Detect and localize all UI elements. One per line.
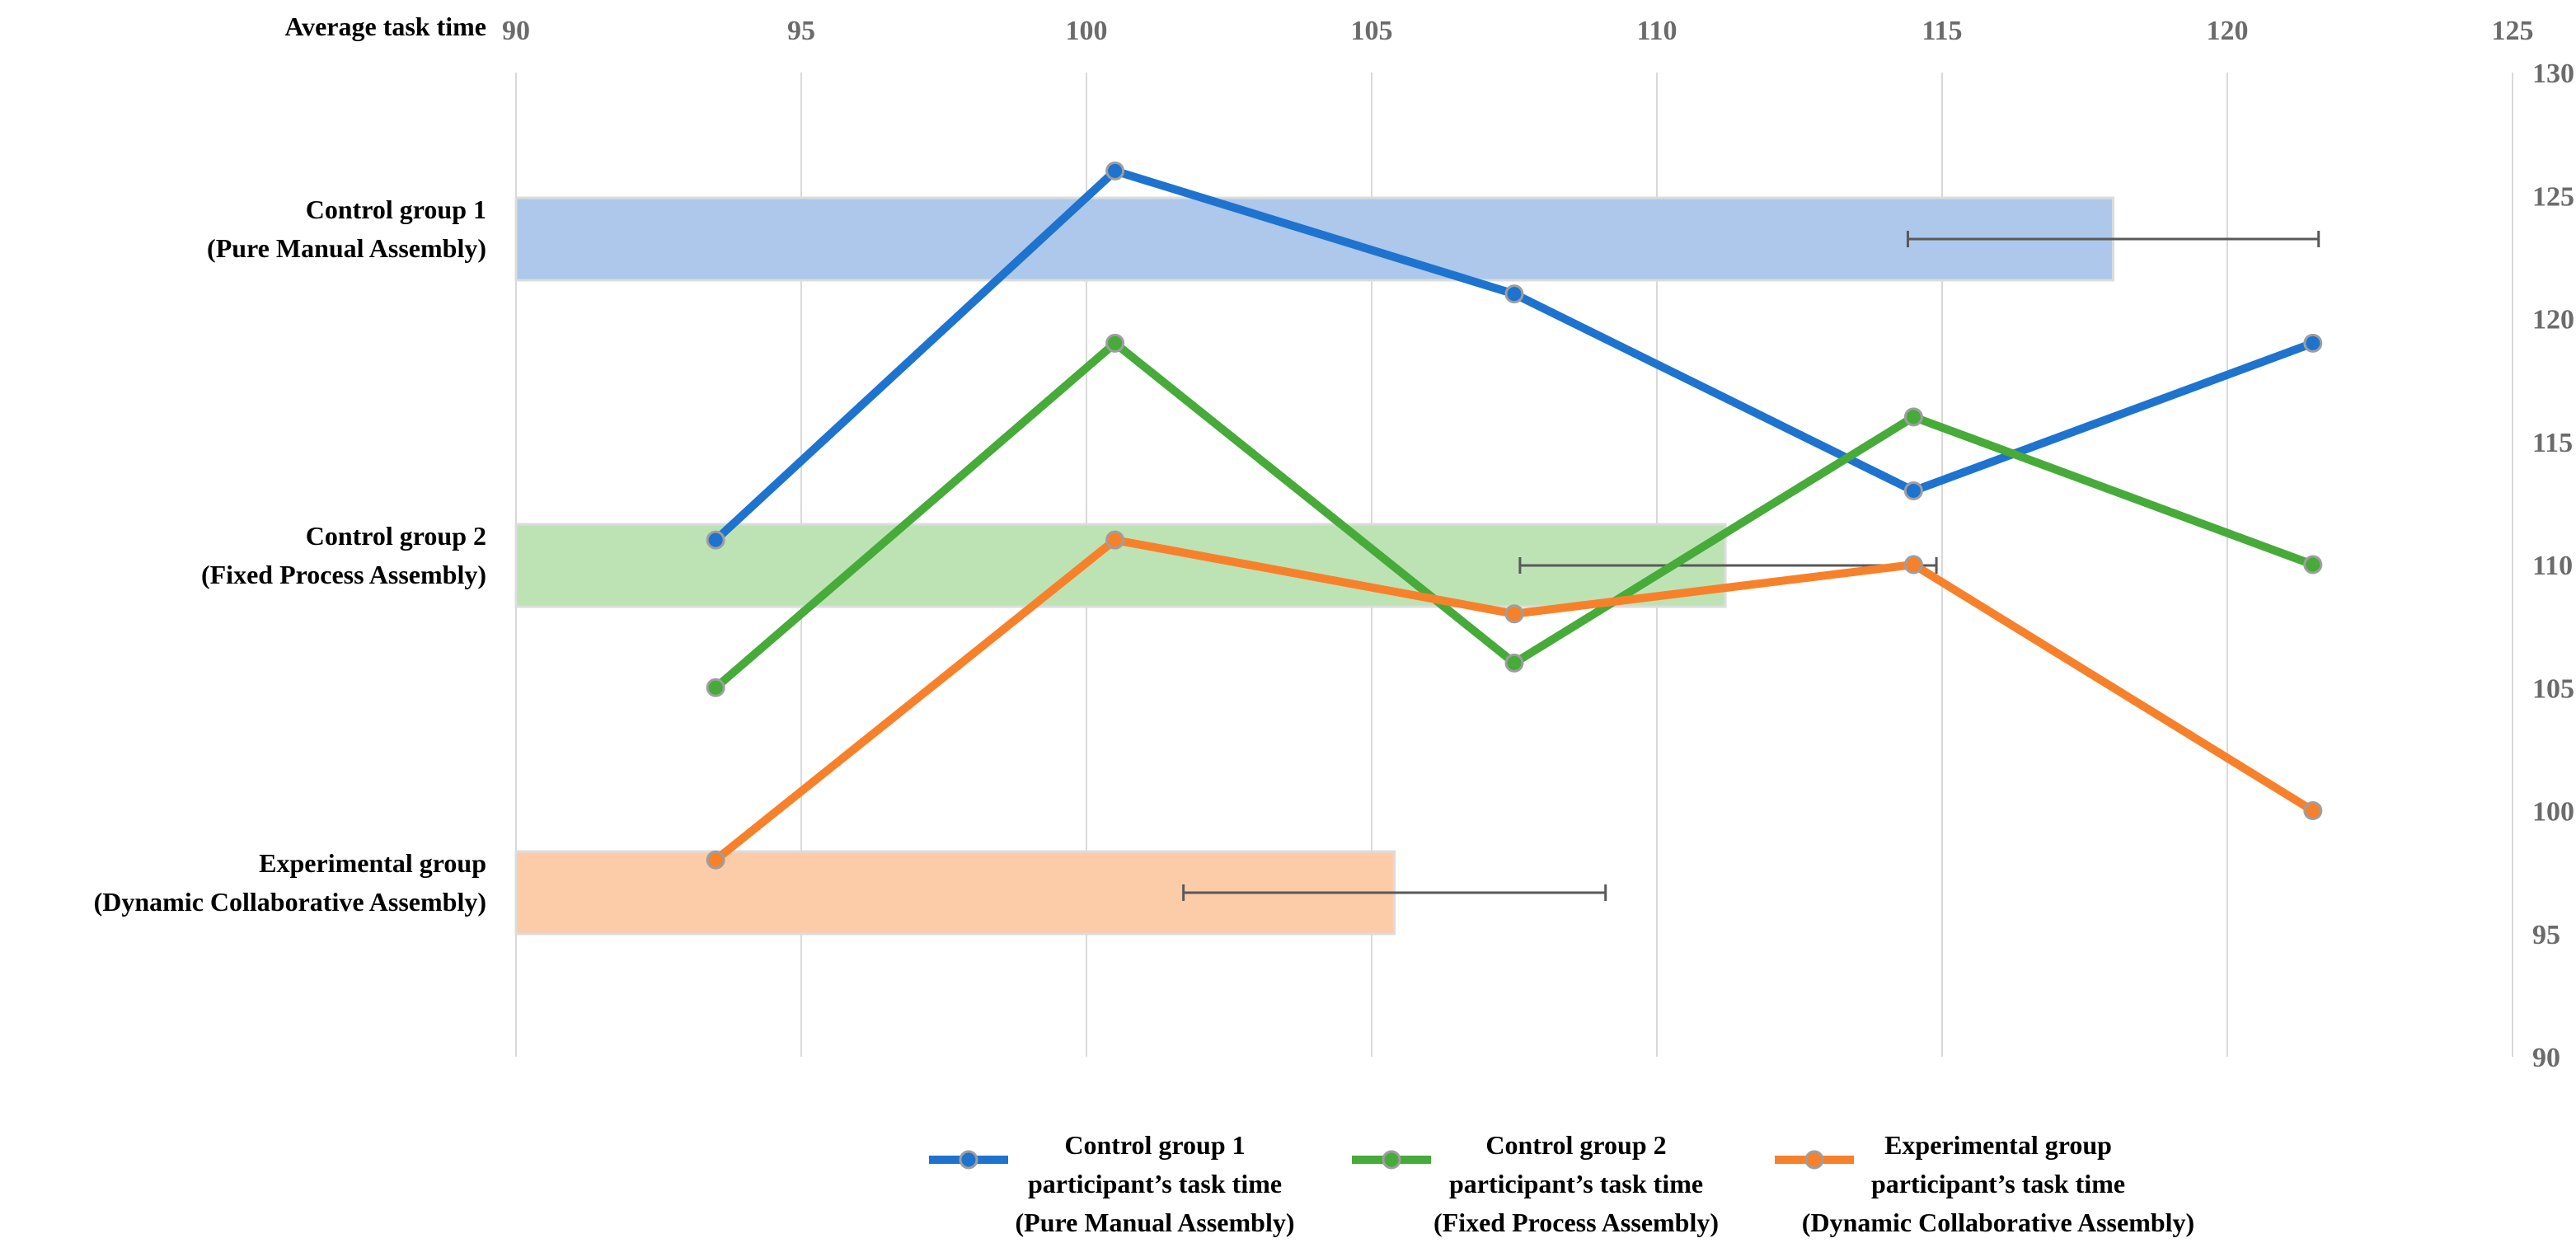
legend: Control group 1 participant’s task time (P… xyxy=(929,1130,2194,1237)
legend-swatch-marker xyxy=(959,1150,978,1170)
bar xyxy=(514,196,2115,282)
top-axis-title: Average task time xyxy=(284,12,486,41)
top-tick-label: 115 xyxy=(1921,16,1962,46)
data-point xyxy=(706,678,725,697)
category-label: Control group 2 xyxy=(306,521,486,551)
right-tick-label: 120 xyxy=(2532,305,2574,335)
right-tick-label: 95 xyxy=(2532,920,2560,950)
top-tick-label: 95 xyxy=(787,16,815,46)
right-tick-label: 115 xyxy=(2532,428,2573,458)
legend-label: participant’s task time xyxy=(1449,1169,1703,1198)
data-point xyxy=(706,850,725,870)
category-label: (Pure Manual Assembly) xyxy=(207,233,486,263)
right-tick-label: 130 xyxy=(2532,59,2574,89)
data-point xyxy=(1105,530,1125,550)
top-tick-label: 105 xyxy=(1351,16,1393,46)
category-label: Experimental group xyxy=(259,848,486,878)
data-point xyxy=(1903,481,1923,500)
legend-label: Control group 1 xyxy=(1064,1130,1245,1160)
legend-label: (Fixed Process Assembly) xyxy=(1433,1208,1719,1237)
data-point xyxy=(706,530,725,550)
data-point xyxy=(1105,161,1125,181)
top-tick-label: 110 xyxy=(1636,16,1677,46)
legend-label: participant’s task time xyxy=(1871,1169,2125,1198)
legend-label: Control group 2 xyxy=(1485,1130,1666,1160)
category-label: (Dynamic Collaborative Assembly) xyxy=(94,887,486,917)
right-tick-label: 125 xyxy=(2532,181,2574,212)
legend-label: (Pure Manual Assembly) xyxy=(1016,1208,1295,1237)
top-tick-label: 90 xyxy=(502,16,530,46)
legend-swatch-marker xyxy=(1804,1150,1824,1170)
data-point xyxy=(1504,653,1524,673)
right-tick-label: 110 xyxy=(2532,551,2573,581)
category-labels: Control group 1 (Pure Manual Assembly) Con… xyxy=(94,195,486,917)
legend-swatch-marker xyxy=(1382,1150,1401,1170)
right-tick-label: 90 xyxy=(2532,1043,2560,1073)
right-tick-label: 105 xyxy=(2532,673,2574,704)
data-point xyxy=(1903,555,1923,575)
legend-label: Experimental group xyxy=(1884,1130,2112,1160)
top-tick-label: 100 xyxy=(1066,16,1108,46)
category-label: Control group 1 xyxy=(306,195,486,224)
right-axis-ticks: 90 95 100 105 110 115 120 125 130 xyxy=(2532,59,2574,1073)
right-tick-label: 100 xyxy=(2532,797,2574,828)
category-label: (Fixed Process Assembly) xyxy=(201,560,486,589)
series-line xyxy=(712,339,2315,692)
data-point xyxy=(1105,333,1125,353)
data-point xyxy=(1903,407,1923,427)
legend-label: participant’s task time xyxy=(1028,1169,1282,1198)
top-tick-label: 120 xyxy=(2207,16,2249,46)
data-point xyxy=(2303,801,2323,820)
data-point xyxy=(1504,284,1524,304)
data-point xyxy=(2303,555,2323,575)
data-point xyxy=(2303,333,2323,353)
data-point xyxy=(1504,604,1524,624)
legend-label: (Dynamic Collaborative Assembly) xyxy=(1802,1208,2194,1237)
top-tick-label: 125 xyxy=(2492,16,2534,46)
error-bars-layer xyxy=(1182,231,2320,901)
top-axis-ticks: 90 95 100 105 110 115 120 125 xyxy=(502,16,2534,46)
series-lines-layer xyxy=(706,161,2323,870)
